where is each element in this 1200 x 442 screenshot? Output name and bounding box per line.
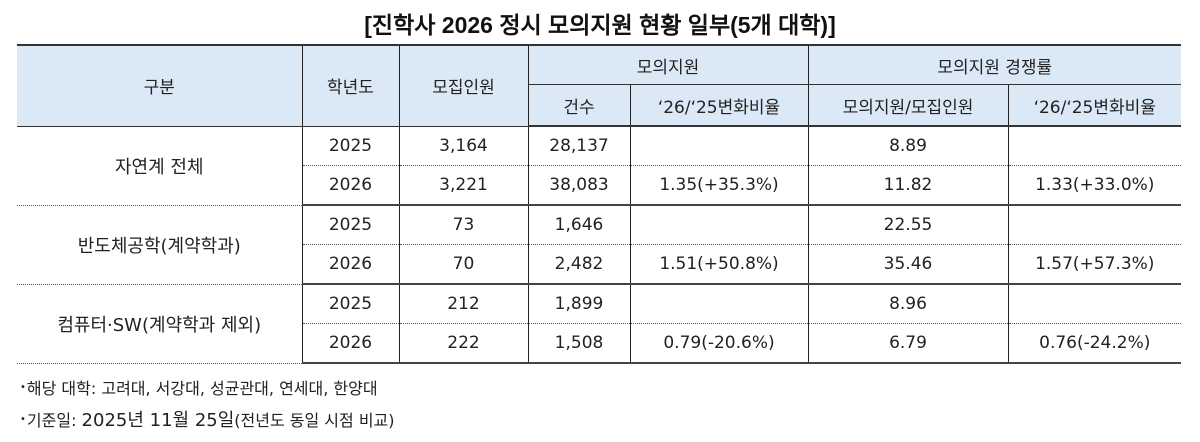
- table-row: 자연계 전체 2025 3,164 28,137 8.89: [17, 126, 1182, 206]
- header-row-top: 구분 학년도 모집인원 모의지원 모의지원 경쟁률: [17, 44, 1182, 127]
- cell-count: 38,083: [527, 165, 631, 206]
- cell-count: 1,899: [527, 284, 631, 324]
- group-name: 반도체공학(계약학과): [17, 205, 303, 285]
- table-row: 2026 3,221 38,083 1.35(+35.3%) 11.82 1.3…: [17, 165, 1182, 206]
- cell-ratio: 8.89: [807, 126, 1009, 166]
- cell-count-change: [629, 205, 809, 245]
- cell-year: 2025: [301, 284, 400, 324]
- group-name: 자연계 전체: [17, 126, 303, 206]
- cell-quota: 3,164: [398, 126, 529, 166]
- cell-count: 2,482: [527, 244, 631, 285]
- table-row: 2026 70 2,482 1.51(+50.8%) 35.46 1.57(+5…: [17, 244, 1182, 285]
- mock-application-table: 구분 학년도 모집인원 모의지원 모의지원 경쟁률 건수 ‘26/‘25변화비율…: [17, 44, 1182, 364]
- date-suffix: (전년도 동일 시점 비교): [234, 411, 395, 430]
- cell-year: 2026: [301, 323, 400, 364]
- cell-ratio: 11.82: [807, 165, 1009, 206]
- cell-ratio-change: [1007, 205, 1182, 245]
- cell-year: 2026: [301, 165, 400, 206]
- header-count-change: ‘26/‘25변화비율: [629, 84, 809, 127]
- cell-count: 28,137: [527, 126, 631, 166]
- bullet-icon: •: [20, 414, 26, 425]
- cell-ratio: 35.46: [807, 244, 1009, 285]
- footnote-universities: •해당 대학: 고려대, 서강대, 성균관대, 연세대, 한양대: [20, 372, 395, 404]
- footnote-date: •기준일: 2025년 11월 25일(전년도 동일 시점 비교): [20, 404, 395, 436]
- table-row: 2026 222 1,508 0.79(-20.6%) 6.79 0.76(-2…: [17, 323, 1182, 364]
- header-mock-applications: 모의지원: [527, 44, 809, 85]
- table-row: 반도체공학(계약학과) 2025 73 1,646 22.55: [17, 205, 1182, 285]
- bullet-icon: •: [20, 382, 26, 393]
- group-name: 컴퓨터·SW(계약학과 제외): [17, 284, 303, 364]
- cell-year: 2026: [301, 244, 400, 285]
- cell-ratio-change: 0.76(-24.2%): [1007, 323, 1182, 364]
- cell-ratio: 6.79: [807, 323, 1009, 364]
- cell-count: 1,646: [527, 205, 631, 245]
- cell-quota: 70: [398, 244, 529, 285]
- cell-count-change: 1.35(+35.3%): [629, 165, 809, 206]
- header-ratio-change: ‘26/‘25변화비율: [1007, 84, 1182, 127]
- cell-ratio-change: 1.57(+57.3%): [1007, 244, 1182, 285]
- cell-count-change: [629, 284, 809, 324]
- cell-ratio-change: 1.33(+33.0%): [1007, 165, 1182, 206]
- table-row: 컴퓨터·SW(계약학과 제외) 2025 212 1,899 8.96: [17, 284, 1182, 364]
- cell-count-change: 1.51(+50.8%): [629, 244, 809, 285]
- cell-ratio-change: [1007, 126, 1182, 166]
- cell-year: 2025: [301, 126, 400, 166]
- cell-quota: 73: [398, 205, 529, 245]
- cell-ratio: 22.55: [807, 205, 1009, 245]
- universities-text: 해당 대학: 고려대, 서강대, 성균관대, 연세대, 한양대: [26, 379, 378, 398]
- footnotes: •해당 대학: 고려대, 서강대, 성균관대, 연세대, 한양대 •기준일: 2…: [20, 372, 395, 436]
- header-quota: 모집인원: [398, 44, 529, 127]
- header-count: 건수: [528, 84, 631, 127]
- header-competition-rate: 모의지원 경쟁률: [807, 44, 1182, 85]
- header-category: 구분: [17, 44, 303, 127]
- cell-quota: 3,221: [398, 165, 529, 206]
- date-value: 2025년 11월 25일: [81, 410, 235, 431]
- header-year: 학년도: [301, 44, 400, 127]
- cell-ratio-change: [1007, 284, 1182, 324]
- cell-year: 2025: [301, 205, 400, 245]
- cell-count-change: [629, 126, 809, 166]
- cell-ratio: 8.96: [807, 284, 1009, 324]
- cell-count: 1,508: [527, 323, 631, 364]
- cell-quota: 212: [398, 284, 529, 324]
- header-row-bottom: 건수 ‘26/‘25변화비율 모의지원/모집인원 ‘26/‘25변화비율: [17, 84, 1182, 127]
- header-ratio: 모의지원/모집인원: [807, 84, 1009, 127]
- cell-quota: 222: [398, 323, 529, 364]
- page-title: [진학사 2026 정시 모의지원 현황 일부(5개 대학)]: [364, 12, 836, 38]
- cell-count-change: 0.79(-20.6%): [629, 323, 809, 364]
- date-prefix: 기준일:: [26, 411, 82, 430]
